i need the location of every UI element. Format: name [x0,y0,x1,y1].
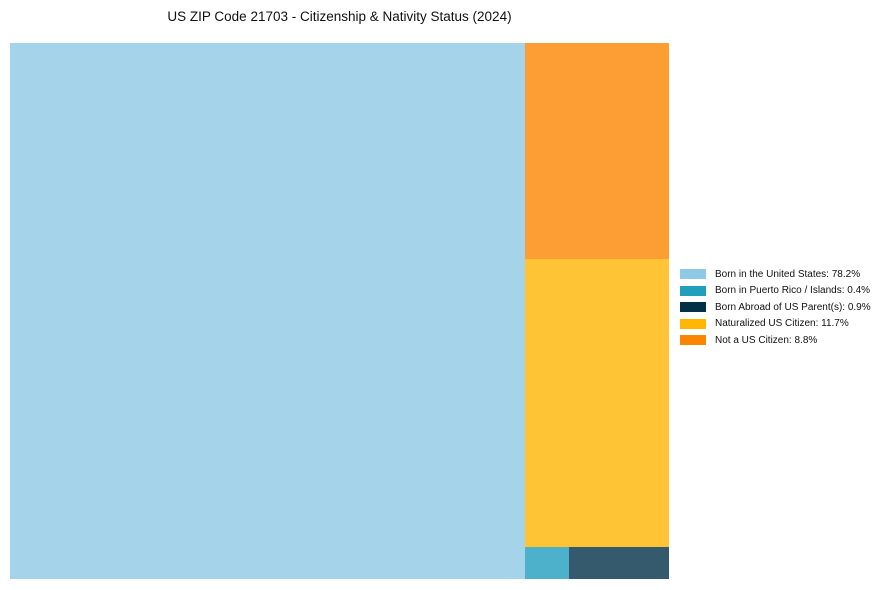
legend-label: Not a US Citizen: 8.8% [715,334,818,346]
legend-label: Born Abroad of US Parent(s): 0.9% [715,301,871,313]
legend-label: Naturalized US Citizen: 11.7% [715,318,849,330]
legend-swatch [680,269,706,280]
legend-item: Not a US Citizen: 8.8% [680,332,871,349]
legend-item: Born in Puerto Rico / Islands: 0.4% [680,283,871,300]
chart-title: US ZIP Code 21703 - Citizenship & Nativi… [167,9,512,24]
legend-swatch [680,302,706,313]
legend-label: Born in Puerto Rico / Islands: 0.4% [715,285,871,297]
legend-item: Born in the United States: 78.2% [680,266,871,283]
tile-born-in-us [10,43,525,579]
tile-born-puerto-rico [525,547,569,579]
legend-swatch [680,285,706,296]
legend-swatch [680,318,706,329]
legend-item: Born Abroad of US Parent(s): 0.9% [680,299,871,316]
legend-label: Born in the United States: 78.2% [715,268,861,280]
legend: Born in the United States: 78.2% Born in… [680,266,871,349]
tile-not-us-citizen [525,43,669,259]
tile-naturalized [525,259,669,547]
tile-born-abroad-us-parents [569,547,669,579]
legend-swatch [680,335,706,346]
legend-item: Naturalized US Citizen: 11.7% [680,316,871,333]
